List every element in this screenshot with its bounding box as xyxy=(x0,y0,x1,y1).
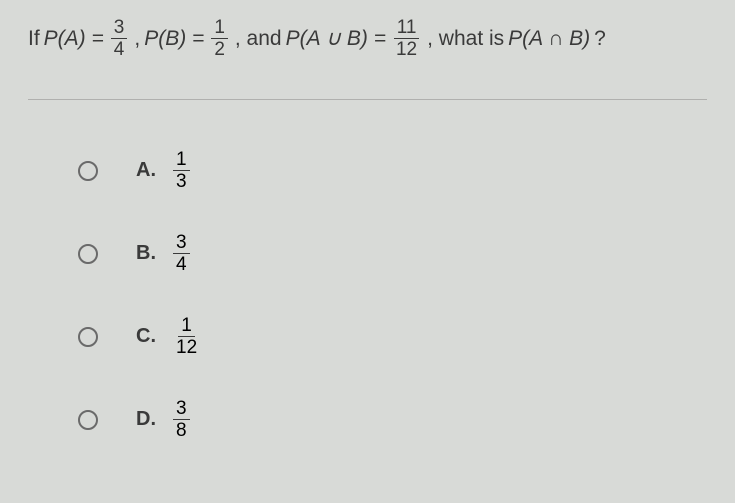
option-d-content: D. 3 8 xyxy=(136,399,193,440)
option-c-numerator: 1 xyxy=(178,316,195,337)
pAuB-denominator: 12 xyxy=(393,39,420,59)
pAuB-fraction: 11 12 xyxy=(393,18,420,59)
radio-a[interactable] xyxy=(78,161,98,181)
radio-c[interactable] xyxy=(78,327,98,347)
option-b-letter: B. xyxy=(136,242,160,265)
option-b-content: B. 3 4 xyxy=(136,233,193,274)
radio-d[interactable] xyxy=(78,410,98,430)
pA-label: P(A) = xyxy=(44,27,104,51)
pB-numerator: 1 xyxy=(211,18,228,39)
option-b-numerator: 3 xyxy=(173,233,190,254)
pAuB-label: P(A ∪ B) = xyxy=(286,26,386,51)
pA-denominator: 4 xyxy=(111,39,128,59)
pAuB-numerator: 11 xyxy=(394,18,420,39)
separator-2: , and xyxy=(235,27,282,51)
question-text: If P(A) = 3 4 , P(B) = 1 2 , and P(A ∪ B… xyxy=(28,18,707,59)
option-c[interactable]: C. 1 12 xyxy=(78,316,707,357)
question-prefix: If xyxy=(28,27,40,51)
option-d-letter: D. xyxy=(136,408,160,431)
option-d-numerator: 3 xyxy=(173,399,190,420)
option-c-letter: C. xyxy=(136,325,160,348)
option-a-fraction: 1 3 xyxy=(173,150,190,191)
question-suffix: ? xyxy=(594,27,606,51)
separator-1: , xyxy=(134,27,140,51)
option-c-fraction: 1 12 xyxy=(173,316,200,357)
option-b-fraction: 3 4 xyxy=(173,233,190,274)
pB-label: P(B) = xyxy=(144,27,204,51)
option-c-denominator: 12 xyxy=(173,337,200,357)
option-a-content: A. 1 3 xyxy=(136,150,193,191)
option-d[interactable]: D. 3 8 xyxy=(78,399,707,440)
options-container: A. 1 3 B. 3 4 C. 1 12 D. xyxy=(28,150,707,440)
option-d-fraction: 3 8 xyxy=(173,399,190,440)
pA-numerator: 3 xyxy=(111,18,128,39)
option-c-content: C. 1 12 xyxy=(136,316,203,357)
separator-3: , what is xyxy=(427,27,504,51)
pB-fraction: 1 2 xyxy=(211,18,228,59)
option-a-numerator: 1 xyxy=(173,150,190,171)
option-b[interactable]: B. 3 4 xyxy=(78,233,707,274)
pB-denominator: 2 xyxy=(211,39,228,59)
option-b-denominator: 4 xyxy=(173,254,190,274)
option-a-letter: A. xyxy=(136,159,160,182)
pA-fraction: 3 4 xyxy=(111,18,128,59)
divider-line xyxy=(28,99,707,100)
option-a[interactable]: A. 1 3 xyxy=(78,150,707,191)
option-d-denominator: 8 xyxy=(173,420,190,440)
option-a-denominator: 3 xyxy=(173,171,190,191)
pAnB-label: P(A ∩ B) xyxy=(508,27,590,51)
radio-b[interactable] xyxy=(78,244,98,264)
